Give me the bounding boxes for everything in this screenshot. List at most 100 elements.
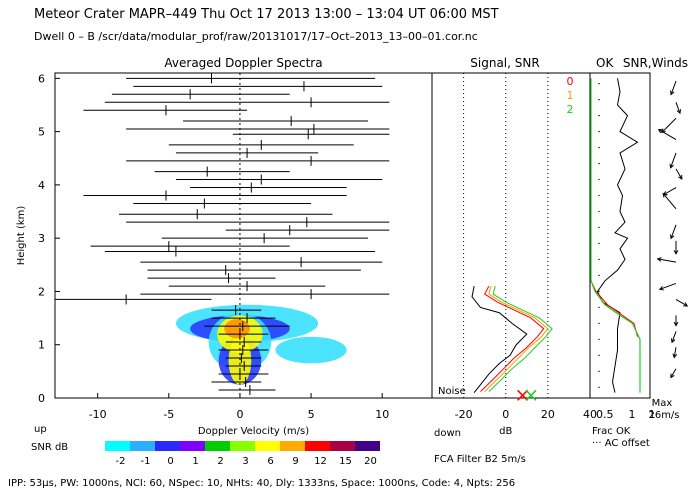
colorbar-swatch-2: [155, 441, 180, 451]
snr-tick-label-0: 0: [502, 408, 509, 421]
footer-parameters: IPP: 53μs, PW: 1000ns, NCI: 60, NSpec: 1…: [8, 478, 516, 489]
winds-title: SNR,Winds: [623, 56, 688, 70]
ac-offset-dot: [598, 130, 600, 133]
snr-marker-1: [525, 389, 537, 401]
ac-offset-dot: [598, 114, 600, 117]
ac-offset-dot: [598, 146, 600, 149]
ac-offset-dot: [598, 258, 600, 261]
height-tick-label-5: 5: [38, 126, 45, 139]
ac-offset-dot: [598, 290, 600, 293]
snr-series-2: [488, 285, 553, 392]
colorbar-swatch-6: [255, 441, 280, 451]
wind-arrow-head-3: [657, 129, 663, 134]
wind-arrow-1: [675, 102, 681, 114]
wind-arrow-14: [671, 331, 677, 343]
height-tick-label-4: 4: [38, 179, 45, 192]
colorbar-swatch-1: [130, 441, 155, 451]
ok-title: OK: [596, 56, 614, 70]
noise-label: Noise: [438, 386, 466, 397]
velocity-tick-label-5: 5: [308, 408, 315, 421]
fracok-plot-frame: [589, 72, 651, 399]
spectra-title: Averaged Doppler Spectra: [164, 56, 322, 70]
colorbar-label-5: 3: [242, 456, 248, 467]
wind-arrow-0: [670, 80, 677, 95]
snr-series-0: [480, 285, 545, 392]
snr-tick-label-40: 40: [583, 408, 597, 421]
wind-arrow-head-12: [683, 302, 689, 307]
height-tick-label-6: 6: [38, 72, 45, 85]
wind-arrow-head-0: [669, 90, 675, 96]
wind-arrow-head-8: [669, 234, 675, 240]
colorbar-swatch-10: [355, 441, 380, 451]
colorbar-swatch-7: [280, 441, 305, 451]
snr-legend-2: 2: [567, 103, 574, 116]
colorbar-label-6: 6: [267, 456, 273, 467]
colorbar-label-7: 9: [292, 456, 298, 467]
wind-arrow-head-14: [670, 338, 676, 344]
wind-arrow-head-5: [678, 174, 683, 180]
wind-arrow-head-15: [672, 353, 678, 359]
ac-offset-dot: [598, 226, 600, 229]
wind-arrow-6: [663, 187, 677, 196]
max-value-label: 26m/s: [648, 410, 679, 421]
colorbar-swatch-3: [180, 441, 205, 451]
ac-offset-dot: [598, 178, 600, 181]
wind-arrow-head-4: [669, 163, 674, 169]
spectra-contour-blob-7: [224, 319, 250, 339]
spectra-contour-blob-6: [228, 336, 252, 385]
max-label: Max: [652, 398, 673, 409]
spectra-contour-blob-4: [275, 336, 347, 364]
snr-marker-0: [517, 389, 529, 401]
snr-title: Signal, SNR: [470, 56, 539, 70]
wind-arrow-head-7: [662, 192, 668, 198]
wind-arrow-head-10: [656, 257, 662, 262]
wind-arrow-head-9: [673, 250, 679, 255]
colorbar-label-9: 15: [339, 456, 352, 467]
snr-plot-frame: [431, 72, 591, 399]
wind-arrow-3: [658, 129, 677, 141]
wind-arrow-5: [675, 168, 683, 180]
fca-filter-label: FCA Filter B2 5m/s: [434, 454, 526, 465]
ac-offset-dot: [598, 274, 600, 277]
ac-offset-dot: [598, 306, 600, 309]
colorbar-label-8: 12: [314, 456, 327, 467]
ac-offset-dot: [598, 210, 600, 213]
wind-arrow-10: [657, 258, 677, 263]
snr-series-1: [484, 285, 549, 392]
ac-offset-dot: [598, 82, 600, 85]
wind-arrow-head-1: [676, 109, 682, 115]
wind-arrow-4: [670, 152, 677, 168]
frac-ok-line: [590, 78, 641, 393]
colorbar-swatch-9: [330, 441, 355, 451]
snr-tick-label--20: -20: [455, 408, 473, 421]
ac-offset-dot: [598, 194, 600, 197]
velocity-tick-label-0: 0: [236, 408, 243, 421]
height-tick-label-2: 2: [38, 285, 45, 298]
ac-offset-dot: [598, 386, 600, 389]
height-tick-label-1: 1: [38, 339, 45, 352]
velocity-tick-label-10: 10: [375, 408, 389, 421]
down-label: down: [434, 428, 461, 439]
colorbar-label-4: 2: [217, 456, 223, 467]
colorbar-swatch-4: [205, 441, 230, 451]
velocity-tick-label--10: -10: [89, 408, 107, 421]
ac-offset-dot: [598, 354, 600, 357]
ac-offset-legend: ··· AC offset: [592, 438, 650, 449]
height-tick-label-3: 3: [38, 232, 45, 245]
ac-offset-dot: [598, 98, 600, 101]
frac-ok-red-line: [590, 280, 638, 337]
fracok-tick-label-b: 1: [629, 408, 636, 421]
wind-arrow-2: [661, 117, 677, 133]
up-label: up: [34, 424, 47, 435]
velocity-tick-label--5: -5: [163, 408, 174, 421]
ac-offset-dot: [598, 338, 600, 341]
wind-arrow-head-11: [658, 286, 664, 291]
colorbar-label-1: -1: [141, 456, 151, 467]
ac-offset-dot: [598, 162, 600, 165]
height-axis-label: Height (km): [16, 206, 27, 266]
wind-arrow-head-13: [673, 321, 679, 327]
height-tick-label-0: 0: [38, 392, 45, 405]
snr-axis-label: dB: [499, 426, 512, 437]
fracok-tick-label-a: 0.5: [596, 408, 614, 421]
